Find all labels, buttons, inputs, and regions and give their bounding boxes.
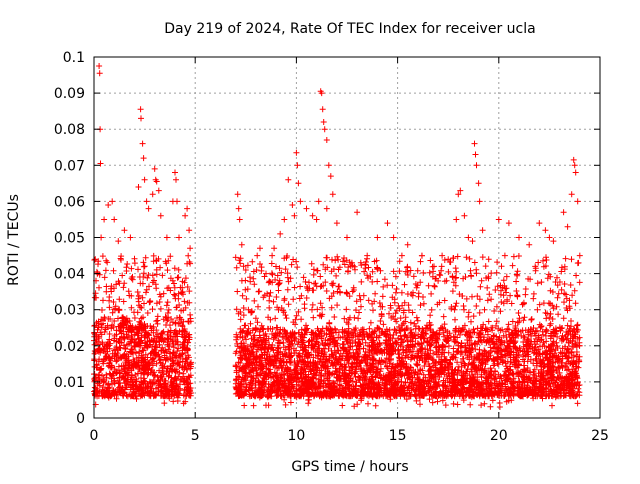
y-tick-label: 0.1 bbox=[63, 50, 85, 66]
y-tick-label: 0 bbox=[76, 411, 85, 427]
chart-title: Day 219 of 2024, Rate Of TEC Index for r… bbox=[164, 21, 535, 37]
x-tick-label: 20 bbox=[490, 428, 508, 444]
y-tick-label: 0.04 bbox=[54, 267, 85, 283]
x-tick-label: 10 bbox=[287, 428, 305, 444]
ticks-layer: 0 0.01 0.02 0.03 0.04 0.05 0.06 0.07 0.08 0.09 0.1… bbox=[54, 50, 609, 444]
y-axis-label: ROTI / TECUs bbox=[6, 194, 22, 286]
y-tick-label: 0.09 bbox=[54, 86, 85, 102]
x-tick-label: 0 bbox=[90, 428, 99, 444]
y-tick-label: 0.05 bbox=[54, 231, 85, 247]
x-tick-label: 25 bbox=[591, 428, 609, 444]
y-tick-label: 0.01 bbox=[54, 375, 85, 391]
y-tick-label: 0.07 bbox=[54, 158, 85, 174]
y-tick-label: 0.02 bbox=[54, 339, 85, 355]
y-tick-label: 0.08 bbox=[54, 122, 85, 138]
scatter-markers bbox=[91, 63, 583, 410]
x-axis-label: GPS time / hours bbox=[291, 459, 408, 475]
y-tick-label: 0.06 bbox=[54, 194, 85, 210]
x-tick-label: 15 bbox=[389, 428, 407, 444]
points-layer bbox=[91, 63, 583, 410]
x-tick-label: 5 bbox=[191, 428, 200, 444]
y-tick-label: 0.03 bbox=[54, 303, 85, 319]
